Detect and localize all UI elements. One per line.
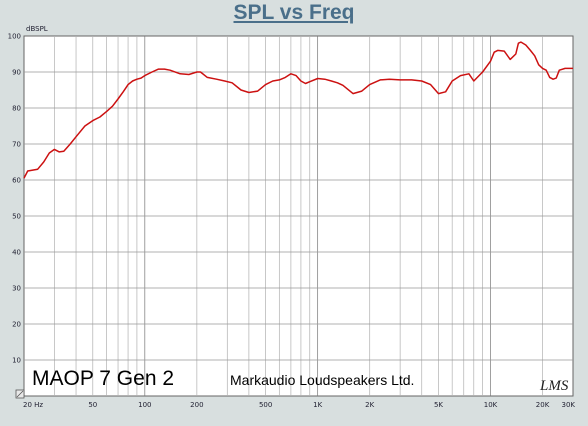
x-tick-label: 30K: [562, 401, 576, 409]
y-tick-label: 30: [12, 285, 21, 293]
x-tick-label: 2K: [365, 401, 374, 409]
x-tick-label: 20K: [536, 401, 550, 409]
x-tick-label: 200: [190, 401, 203, 409]
x-tick-label: 5K: [434, 401, 443, 409]
x-tick-label: 1K: [313, 401, 322, 409]
model-label: MAOP 7 Gen 2: [32, 367, 174, 390]
y-tick-label: 100: [8, 33, 21, 41]
x-tick-label: 20 Hz: [23, 401, 43, 409]
lms-signature: LMS: [539, 378, 569, 394]
y-tick-labels: 10 20 30 40 50 60 70 80 90 100: [8, 33, 21, 365]
y-tick-label: 60: [12, 177, 21, 185]
y-tick-label: 70: [12, 141, 21, 149]
series-line-spl: [23, 41, 573, 179]
corner-icon: [15, 389, 25, 399]
maker-label: Markaudio Loudspeakers Ltd.: [230, 372, 414, 388]
y-tick-label: 20: [12, 321, 21, 329]
x-tick-label: 10K: [484, 401, 498, 409]
x-tick-label: 100: [138, 401, 151, 409]
grid-lines: [24, 36, 573, 396]
y-tick-label: 80: [12, 105, 21, 113]
chart-title: SPL vs Freq: [233, 1, 355, 24]
y-tick-label: 10: [12, 357, 21, 365]
x-tick-label: 50: [88, 401, 97, 409]
y-tick-label: 40: [12, 249, 21, 257]
y-tick-label: 90: [12, 69, 21, 77]
y-tick-label: 50: [12, 213, 21, 221]
x-tick-labels: 20 Hz 50 100 200 500 1K 2K 5K 10K 20K 30K: [23, 401, 575, 409]
x-tick-label: 500: [259, 401, 272, 409]
y-axis-label: dBSPL: [26, 25, 48, 33]
